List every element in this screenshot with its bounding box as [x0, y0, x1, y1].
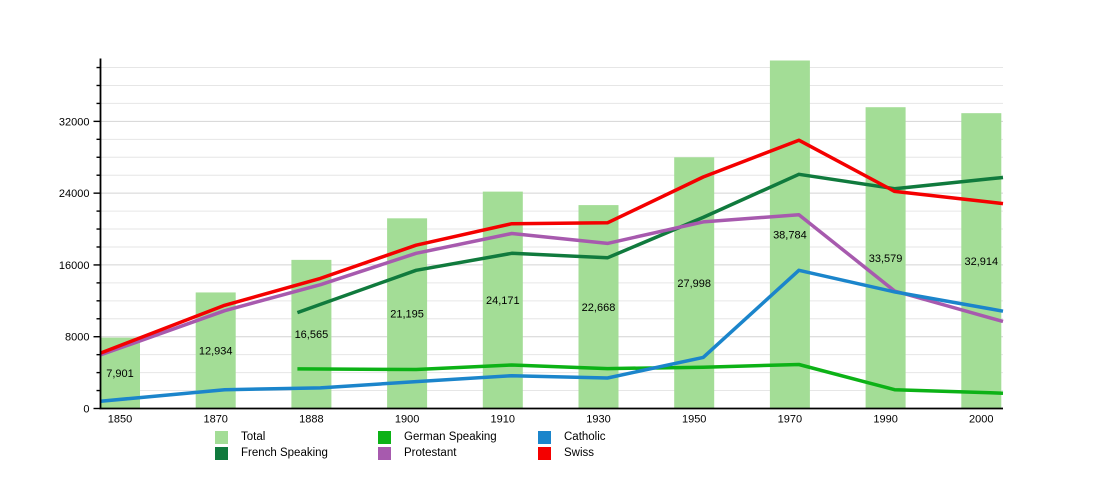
y-tick-label: 8000 [65, 332, 89, 344]
bar-total [578, 205, 619, 409]
x-tick-label: 1950 [682, 414, 706, 426]
bar-total [865, 107, 906, 409]
bar-value-label: 38,784 [773, 230, 807, 242]
legend-swatch-protestant [378, 446, 391, 460]
x-tick-label: 1850 [108, 414, 132, 426]
bar-value-label: 22,668 [582, 302, 616, 314]
legend-swatch-catholic [538, 430, 551, 444]
line-french-speaking [296, 172, 1004, 315]
x-tick-label: 1888 [299, 414, 323, 426]
legend-item-protestant: Protestant [378, 445, 538, 461]
y-tick-label: 16000 [59, 260, 90, 272]
legend-label: French Speaking [241, 447, 328, 459]
y-axis-labels: 0 8000 16000 24000 32000 [59, 116, 90, 415]
bar-value-label: 24,171 [486, 295, 520, 307]
bar-value-label: 16,565 [295, 329, 329, 341]
legend-item-catholic: Catholic [538, 429, 738, 445]
legend-label: Catholic [564, 431, 606, 443]
total-bars [100, 60, 1002, 409]
x-tick-label: 1970 [778, 414, 802, 426]
legend-label: Protestant [404, 447, 457, 459]
legend-label: German Speaking [404, 431, 497, 443]
legend-item-total: Total [215, 429, 378, 445]
y-tick-label: 0 [83, 404, 89, 416]
x-axis-labels: 1850 1870 1888 1900 1910 1930 1950 1970 1990 2000 [108, 414, 994, 426]
legend-swatch-swiss [538, 446, 551, 460]
y-tick-label: 32000 [59, 116, 90, 128]
gridlines [100, 67, 1003, 392]
bar-total [961, 113, 1002, 409]
bar-value-label: 12,934 [199, 345, 233, 357]
bar-value-label: 7,901 [106, 368, 134, 380]
bar-value-label: 21,195 [390, 308, 424, 320]
line-swiss [99, 138, 1004, 355]
legend-item-german-speaking: German Speaking [378, 429, 538, 445]
data-lines [99, 138, 1004, 404]
legend-swatch-german-speaking [378, 430, 391, 444]
legend-label: Total [241, 431, 266, 443]
line-catholic [100, 268, 1004, 404]
bar-value-labels: 7,901 12,934 16,565 21,195 24,171 22,668 27,99… [106, 230, 998, 381]
y-tick-label: 24000 [59, 188, 90, 200]
legend-column: Catholic Swiss [538, 429, 738, 461]
x-tick-label: 1870 [203, 414, 227, 426]
legend-column: Total French Speaking [215, 429, 378, 461]
x-tick-label: 1910 [491, 414, 515, 426]
bar-total [769, 60, 810, 409]
bar-value-label: 33,579 [869, 253, 903, 265]
legend-item-swiss: Swiss [538, 445, 738, 461]
bar-value-label: 32,914 [964, 256, 998, 268]
legend-label: Swiss [564, 447, 595, 459]
legend-swatch-french-speaking [215, 446, 228, 460]
x-tick-label: 1990 [873, 414, 897, 426]
legend: Total French Speaking German Speaking Prote… [215, 429, 738, 461]
y-axis-ticks [93, 66, 101, 410]
axes [99, 58, 1003, 410]
legend-item-french-speaking: French Speaking [215, 445, 378, 461]
x-tick-label: 2000 [969, 414, 993, 426]
legend-swatch-total [215, 430, 228, 444]
x-tick-label: 1930 [586, 414, 610, 426]
legend-column: German Speaking Protestant [378, 429, 538, 461]
x-tick-label: 1900 [395, 414, 419, 426]
bar-value-label: 27,998 [677, 278, 711, 290]
